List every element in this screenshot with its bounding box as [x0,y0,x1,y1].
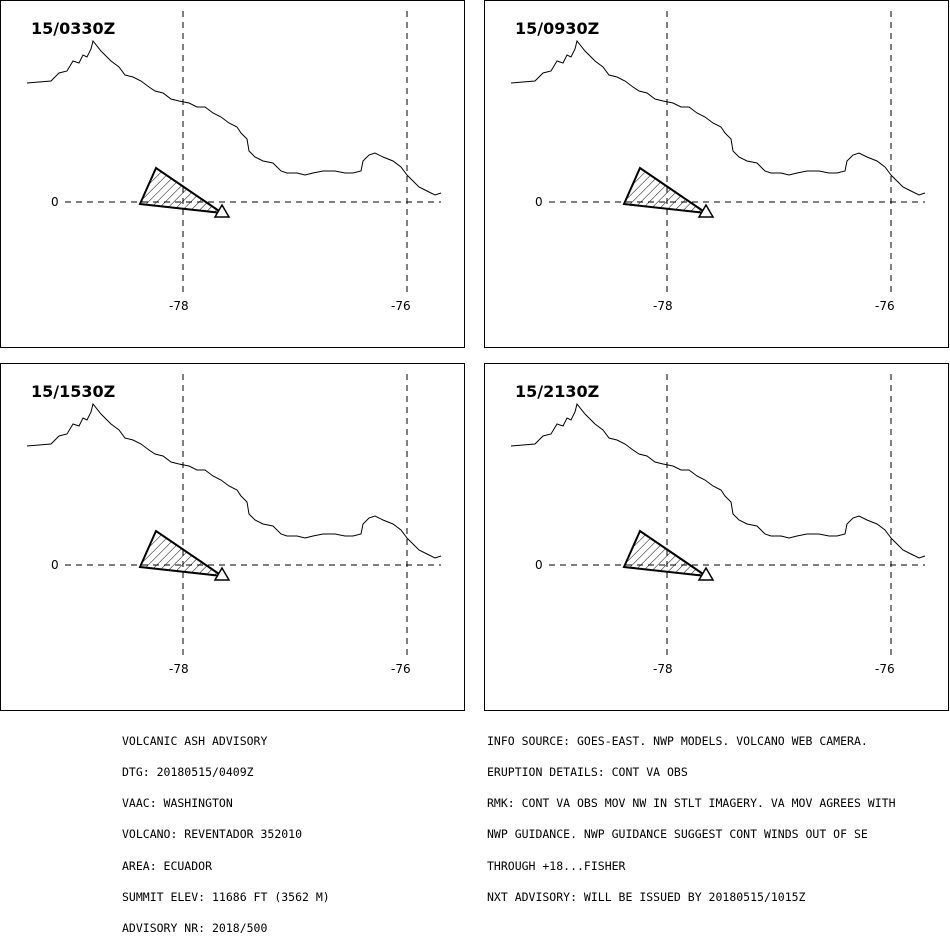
coastline [510,39,926,196]
advisory-line: VAAC: WASHINGTON [122,796,233,811]
advisory-line: NWP GUIDANCE. NWP GUIDANCE SUGGEST CONT … [487,827,868,842]
lat-label: 0 [51,195,59,209]
lon-label: -76 [875,662,895,676]
coastline [510,402,926,559]
map-canvas [510,11,926,297]
advisory-line: VOLCANO: REVENTADOR 352010 [122,827,303,842]
map-panel: 15/0930Z 0 -78 -76 [484,0,949,348]
volcano-icon [213,566,231,581]
coastline [26,39,442,196]
lon-label: -78 [169,662,189,676]
lon-label: -78 [653,299,673,313]
ash-cloud-polygon [138,166,223,214]
ash-cloud-polygon [622,166,707,214]
volcano-icon [213,203,231,218]
advisory-line: NXT ADVISORY: WILL BE ISSUED BY 20180515… [487,889,806,904]
advisory-line: INFO SOURCE: GOES-EAST. NWP MODELS. VOLC… [487,733,868,748]
forecast-time: 15/0930Z [515,19,600,38]
advisory-line: VOLCANIC ASH ADVISORY [122,733,268,748]
map-panel: 15/0330Z 0 -78 -76 [0,0,465,348]
map-canvas [26,11,442,297]
advisory-line: ERUPTION DETAILS: CONT VA OBS [487,765,688,780]
lat-label: 0 [51,558,59,572]
advisory-line: SUMMIT ELEV: 11686 FT (3562 M) [122,889,330,904]
advisory-line: THROUGH +18...FISHER [487,858,626,873]
lon-label: -76 [391,662,411,676]
forecast-time: 15/2130Z [515,382,600,401]
advisory-line: DTG: 20180515/0409Z [122,765,254,780]
volcano-icon [697,203,715,218]
map-panel: 15/1530Z 0 -78 -76 [0,363,465,711]
lat-label: 0 [535,195,543,209]
volcano-icon [697,566,715,581]
map-canvas [510,374,926,660]
coastline [26,402,442,559]
advisory-left-text: VOLCANIC ASH ADVISORY DTG: 20180515/0409… [122,715,330,944]
advisory-line: RMK: CONT VA OBS MOV NW IN STLT IMAGERY.… [487,796,896,811]
advisory-right-text: INFO SOURCE: GOES-EAST. NWP MODELS. VOLC… [487,715,896,913]
map-canvas [26,374,442,660]
lon-label: -78 [653,662,673,676]
advisory-line: AREA: ECUADOR [122,858,213,873]
lon-label: -76 [875,299,895,313]
map-panel: 15/2130Z 0 -78 -76 [484,363,949,711]
advisory-line: ADVISORY NR: 2018/500 [122,921,268,936]
forecast-time: 15/0330Z [31,19,116,38]
forecast-time: 15/1530Z [31,382,116,401]
ash-cloud-polygon [138,529,223,577]
lon-label: -76 [391,299,411,313]
lat-label: 0 [535,558,543,572]
lon-label: -78 [169,299,189,313]
ash-cloud-polygon [622,529,707,577]
